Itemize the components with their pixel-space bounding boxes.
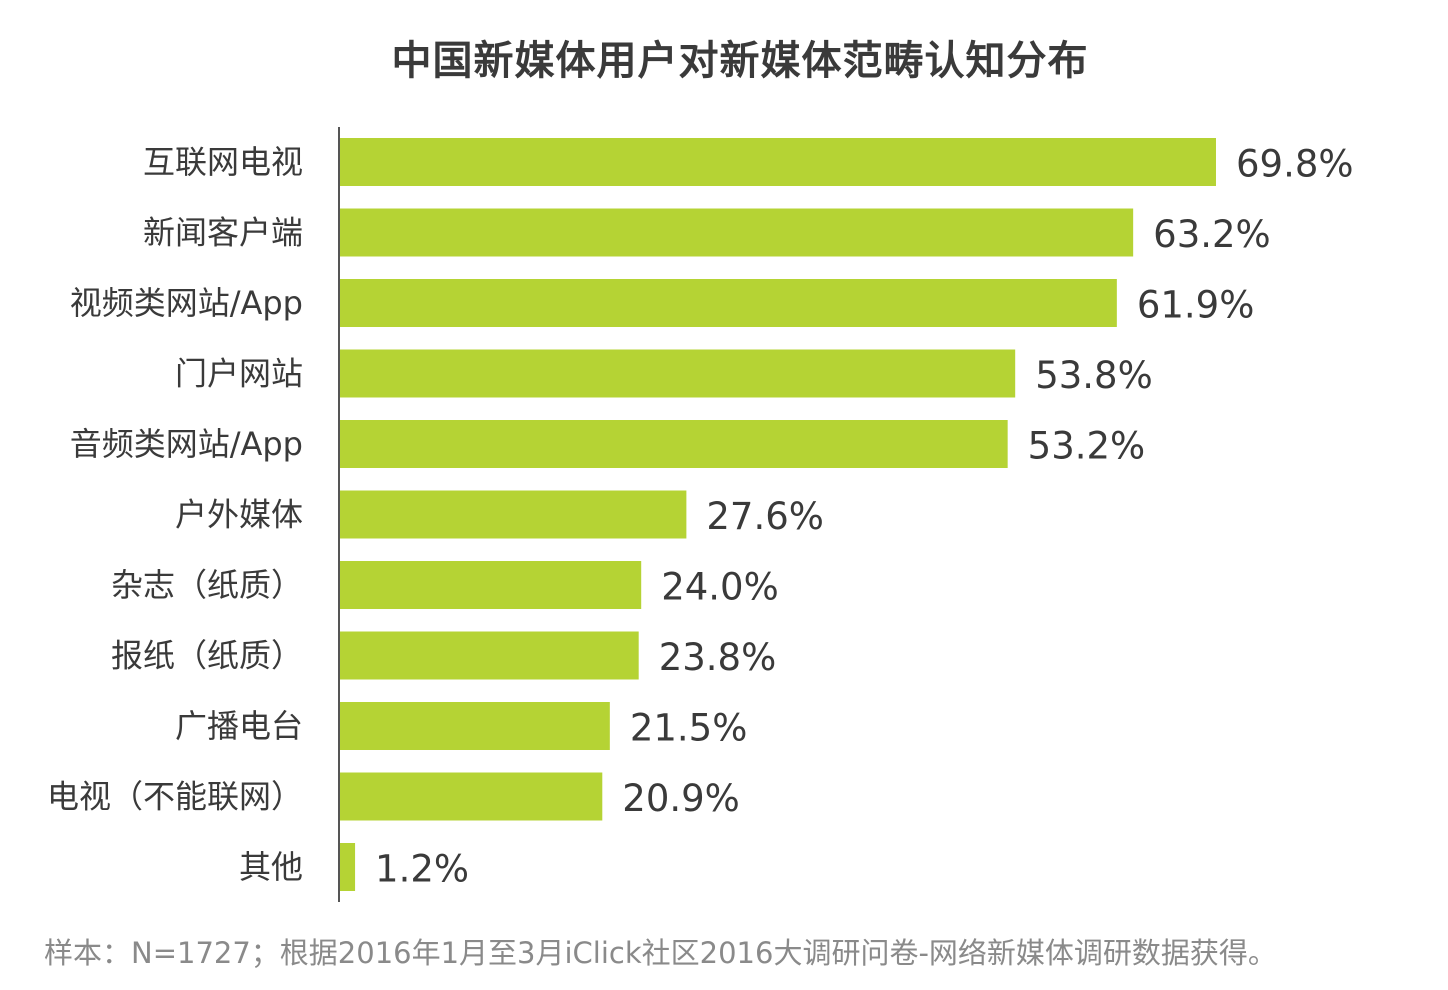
category-label-4: 音频类网站/App bbox=[70, 425, 303, 463]
bar-1 bbox=[340, 208, 1134, 257]
category-label-7: 报纸（纸质） bbox=[111, 637, 303, 675]
category-label-9: 电视（不能联网） bbox=[47, 778, 303, 816]
bar-5 bbox=[340, 490, 687, 539]
value-label-0: 69.8% bbox=[1236, 143, 1354, 186]
bar-0 bbox=[340, 138, 1216, 186]
bar-6 bbox=[340, 561, 642, 609]
value-label-1: 63.2% bbox=[1153, 213, 1271, 256]
value-label-7: 23.8% bbox=[659, 636, 777, 679]
value-label-9: 20.9% bbox=[622, 777, 740, 820]
bar-2 bbox=[340, 279, 1117, 327]
bars-group bbox=[340, 138, 1216, 891]
bar-10 bbox=[340, 843, 356, 891]
bar-7 bbox=[340, 631, 639, 680]
bar-3 bbox=[340, 349, 1016, 398]
value-label-8: 21.5% bbox=[630, 707, 748, 750]
category-label-8: 广播电台 bbox=[175, 707, 303, 745]
category-label-5: 户外媒体 bbox=[175, 496, 303, 534]
value-label-6: 24.0% bbox=[661, 566, 779, 609]
value-label-4: 53.2% bbox=[1028, 425, 1146, 468]
category-label-6: 杂志（纸质） bbox=[111, 566, 303, 604]
category-label-3: 门户网站 bbox=[175, 355, 303, 393]
value-label-3: 53.8% bbox=[1035, 354, 1153, 397]
value-label-10: 1.2% bbox=[375, 848, 469, 891]
category-label-0: 互联网电视 bbox=[143, 143, 303, 181]
source-footnote: 样本：N=1727；根据2016年1月至3月iClick社区2016大调研问卷-… bbox=[44, 936, 1277, 970]
value-label-2: 61.9% bbox=[1137, 284, 1255, 327]
value-labels-group: 69.8% 63.2% 61.9% 53.8% 53.2% 27.6% 24.0% 23.8%… bbox=[375, 143, 1353, 891]
category-label-2: 视频类网站/App bbox=[70, 284, 303, 322]
bar-4 bbox=[340, 420, 1008, 468]
category-label-1: 新闻客户端 bbox=[143, 214, 303, 252]
chart-title: 中国新媒体用户对新媒体范畴认知分布 bbox=[391, 38, 1089, 84]
value-label-5: 27.6% bbox=[706, 495, 824, 538]
bar-8 bbox=[340, 702, 610, 750]
bar-9 bbox=[340, 772, 603, 821]
category-label-10: 其他 bbox=[239, 848, 303, 886]
